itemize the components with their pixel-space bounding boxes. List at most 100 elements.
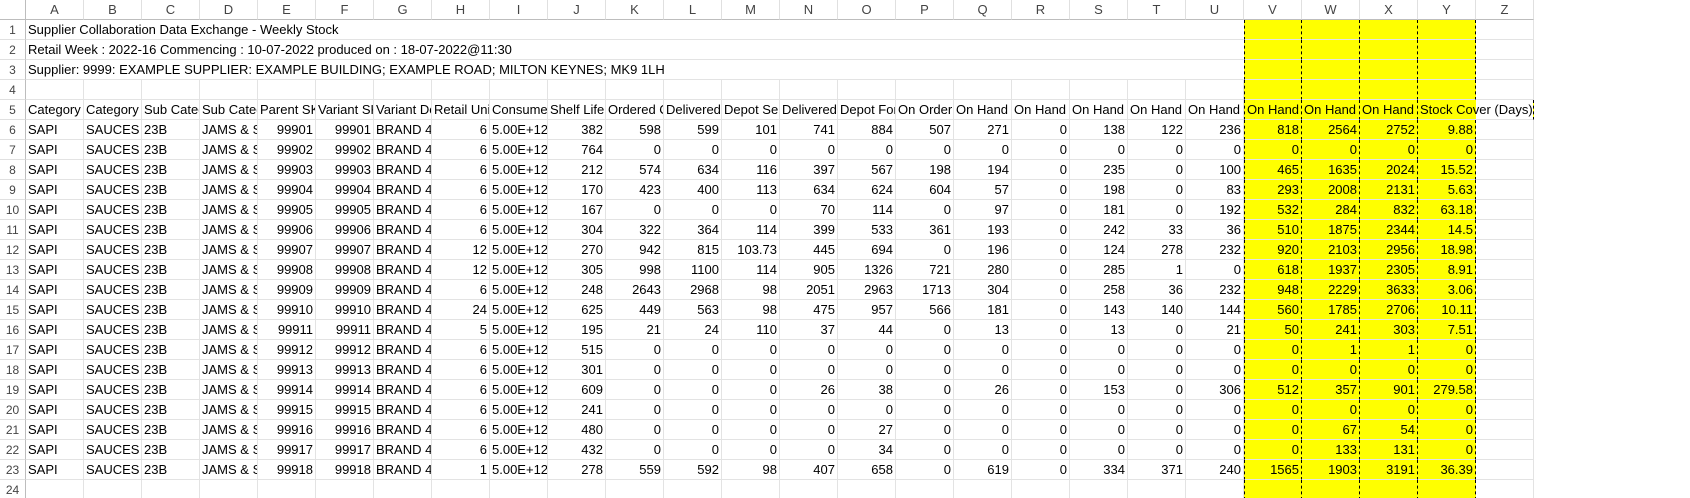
table-cell[interactable]: 0 xyxy=(896,460,954,480)
row-header-17[interactable]: 17 xyxy=(0,340,26,360)
table-cell[interactable]: SAUCES & xyxy=(84,280,142,300)
table-cell[interactable]: BRAND 40 xyxy=(374,200,432,220)
table-cell[interactable]: 905 xyxy=(780,260,838,280)
table-cell[interactable]: 0 xyxy=(722,140,780,160)
table-cell[interactable]: 270 xyxy=(548,240,606,260)
table-cell[interactable]: 23B xyxy=(142,380,200,400)
cell[interactable] xyxy=(1128,80,1186,100)
row-header-16[interactable]: 16 xyxy=(0,320,26,340)
table-cell[interactable]: 36 xyxy=(1128,280,1186,300)
table-cell[interactable]: 7.51 xyxy=(1418,320,1476,340)
table-cell[interactable]: SAPI xyxy=(26,460,84,480)
table-cell[interactable]: 5.00E+12 xyxy=(490,340,548,360)
table-cell[interactable]: 998 xyxy=(606,260,664,280)
table-cell[interactable]: 38 xyxy=(838,380,896,400)
cell[interactable] xyxy=(1476,120,1534,140)
table-cell[interactable]: SAUCES & xyxy=(84,320,142,340)
table-cell[interactable]: 18.98 xyxy=(1418,240,1476,260)
table-cell[interactable]: 196 xyxy=(954,240,1012,260)
cell[interactable] xyxy=(1476,240,1534,260)
table-cell[interactable]: 0 xyxy=(1418,140,1476,160)
table-cell[interactable]: 0 xyxy=(1012,240,1070,260)
cell[interactable] xyxy=(1476,40,1534,60)
table-cell[interactable]: 0 xyxy=(838,140,896,160)
table-cell[interactable]: 23B xyxy=(142,220,200,240)
table-cell[interactable]: 5.00E+12 xyxy=(490,120,548,140)
table-cell[interactable]: 0 xyxy=(1012,160,1070,180)
table-cell[interactable]: 23B xyxy=(142,280,200,300)
table-cell[interactable]: 0 xyxy=(1302,140,1360,160)
table-cell[interactable]: 475 xyxy=(780,300,838,320)
table-cell[interactable]: SAPI xyxy=(26,380,84,400)
table-cell[interactable]: 122 xyxy=(1128,120,1186,140)
table-cell[interactable]: 948 xyxy=(1244,280,1302,300)
row-header-23[interactable]: 23 xyxy=(0,460,26,480)
table-cell[interactable]: 574 xyxy=(606,160,664,180)
row-header-7[interactable]: 7 xyxy=(0,140,26,160)
table-cell[interactable]: 741 xyxy=(780,120,838,140)
table-cell[interactable]: 0 xyxy=(838,400,896,420)
table-cell[interactable]: 124 xyxy=(1070,240,1128,260)
row-header-8[interactable]: 8 xyxy=(0,160,26,180)
table-cell[interactable]: 0 xyxy=(1128,380,1186,400)
table-cell[interactable]: 5.00E+12 xyxy=(490,300,548,320)
cell[interactable] xyxy=(1476,340,1534,360)
table-cell[interactable]: 6 xyxy=(432,380,490,400)
table-cell[interactable]: 2706 xyxy=(1360,300,1418,320)
cell[interactable] xyxy=(722,80,780,100)
table-cell[interactable]: 5.00E+12 xyxy=(490,180,548,200)
table-cell[interactable]: 0 xyxy=(1012,320,1070,340)
table-cell[interactable]: 99918 xyxy=(316,460,374,480)
table-cell[interactable]: 57 xyxy=(954,180,1012,200)
table-cell[interactable]: 99916 xyxy=(316,420,374,440)
table-cell[interactable]: 23B xyxy=(142,260,200,280)
cell[interactable] xyxy=(258,80,316,100)
table-cell[interactable]: SAUCES & xyxy=(84,400,142,420)
cell[interactable] xyxy=(1302,480,1360,498)
table-cell[interactable]: JAMS & SF xyxy=(200,200,258,220)
table-cell[interactable]: 0 xyxy=(954,340,1012,360)
table-cell[interactable]: 0 xyxy=(1360,140,1418,160)
table-cell[interactable]: 357 xyxy=(1302,380,1360,400)
cell[interactable] xyxy=(1476,420,1534,440)
row-header-6[interactable]: 6 xyxy=(0,120,26,140)
cell[interactable] xyxy=(1418,40,1476,60)
table-cell[interactable]: 815 xyxy=(664,240,722,260)
cell[interactable] xyxy=(1476,460,1534,480)
table-cell[interactable]: 0 xyxy=(1012,120,1070,140)
table-cell[interactable]: 0 xyxy=(1012,340,1070,360)
cell[interactable] xyxy=(1244,80,1302,100)
cell[interactable] xyxy=(1070,480,1128,498)
table-cell[interactable]: 99911 xyxy=(258,320,316,340)
table-cell[interactable]: SAPI xyxy=(26,440,84,460)
table-cell[interactable]: JAMS & SF xyxy=(200,160,258,180)
table-cell[interactable]: SAUCES & xyxy=(84,120,142,140)
table-cell[interactable]: 99905 xyxy=(316,200,374,220)
column-header-b[interactable]: B xyxy=(84,0,142,20)
cell[interactable] xyxy=(1360,480,1418,498)
table-cell[interactable]: 0 xyxy=(1244,420,1302,440)
column-header-r[interactable]: R xyxy=(1012,0,1070,20)
table-cell[interactable]: 0 xyxy=(1070,360,1128,380)
table-cell[interactable]: 1 xyxy=(1302,340,1360,360)
table-cell[interactable]: 242 xyxy=(1070,220,1128,240)
table-cell[interactable]: 23B xyxy=(142,180,200,200)
table-cell[interactable]: 14.5 xyxy=(1418,220,1476,240)
table-cell[interactable]: 0 xyxy=(1012,260,1070,280)
table-cell[interactable]: 27 xyxy=(838,420,896,440)
table-cell[interactable]: 2305 xyxy=(1360,260,1418,280)
table-cell[interactable]: 832 xyxy=(1360,200,1418,220)
table-cell[interactable]: 2344 xyxy=(1360,220,1418,240)
row-header-18[interactable]: 18 xyxy=(0,360,26,380)
table-cell[interactable]: 114 xyxy=(722,220,780,240)
cell[interactable] xyxy=(1012,80,1070,100)
table-cell[interactable]: 198 xyxy=(1070,180,1128,200)
table-cell[interactable]: 140 xyxy=(1128,300,1186,320)
table-cell[interactable]: 1785 xyxy=(1302,300,1360,320)
table-cell[interactable]: 0 xyxy=(1302,360,1360,380)
table-cell[interactable]: 44 xyxy=(838,320,896,340)
table-cell[interactable]: 99908 xyxy=(258,260,316,280)
table-cell[interactable]: 116 xyxy=(722,160,780,180)
table-cell[interactable]: 0 xyxy=(896,340,954,360)
cell[interactable] xyxy=(1476,220,1534,240)
